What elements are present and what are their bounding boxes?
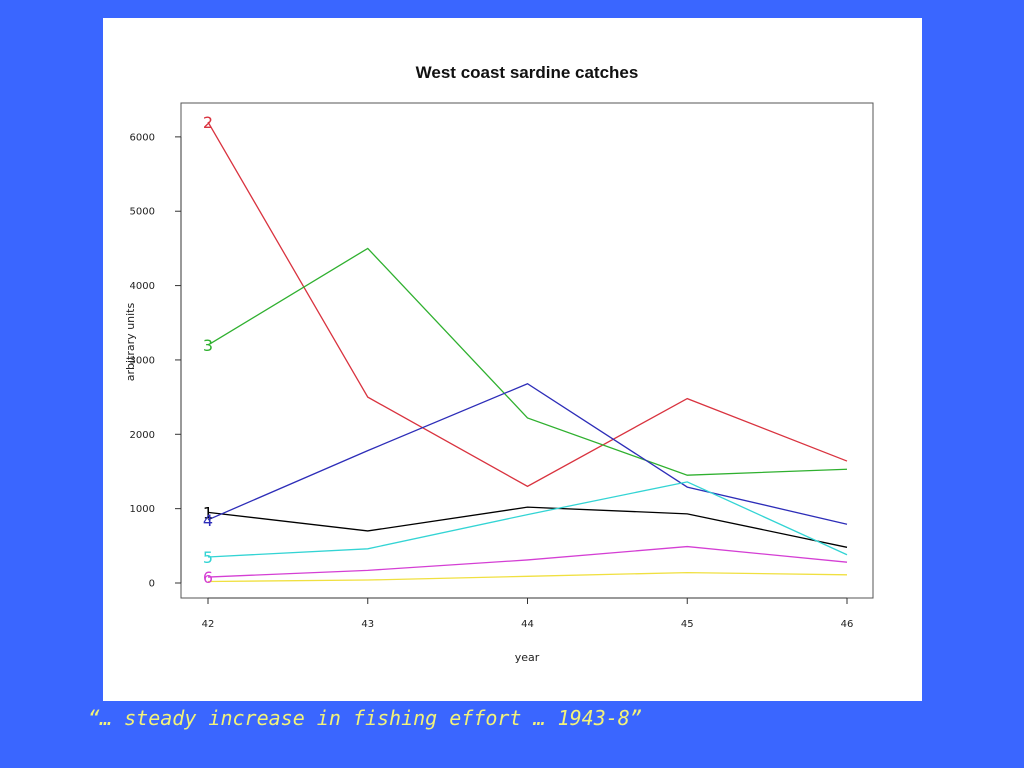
series-label-3: 3	[203, 336, 213, 355]
series-lines	[207, 121, 848, 583]
plot-frame	[180, 102, 874, 599]
x-tick-label: 43	[361, 619, 374, 630]
series-label-5: 5	[203, 548, 213, 567]
series-label-6: 6	[203, 568, 213, 587]
series-line-1	[207, 506, 848, 548]
series-line-unlabeled	[207, 571, 848, 583]
x-axis-title: year	[515, 651, 540, 664]
x-tick-label: 45	[681, 619, 694, 630]
x-tick-label: 44	[521, 619, 534, 630]
series-label-4: 4	[203, 511, 213, 530]
x-axis: 42 43 44 45 46	[202, 597, 854, 630]
series-line-2	[207, 121, 848, 488]
series-labels: 1 2 3 4 56	[203, 113, 213, 587]
y-axis: 0 1000 2000 3000 4000 5000 6000	[130, 132, 182, 590]
y-tick-label: 2000	[130, 430, 155, 441]
y-tick-label: 5000	[130, 207, 155, 218]
slide-caption: “… steady increase in fishing effort … 1…	[88, 706, 642, 730]
y-tick-label: 0	[149, 579, 155, 590]
y-axis-title: arbitrary units	[124, 303, 137, 382]
x-tick-label: 42	[202, 619, 215, 630]
series-label-2: 2	[203, 113, 213, 132]
series-label-1: 1	[203, 503, 213, 522]
y-tick-label: 3000	[130, 355, 155, 366]
series-line-4	[207, 382, 848, 525]
series-line-3	[207, 247, 848, 476]
y-tick-label: 4000	[130, 281, 155, 292]
chart-panel: West coast sardine catches 0 1000 2000 3000…	[103, 18, 922, 701]
chart-title: West coast sardine catches	[416, 63, 639, 82]
series-line-6	[207, 545, 848, 578]
y-tick-label: 6000	[130, 132, 155, 143]
x-tick-label: 46	[841, 619, 854, 630]
y-tick-label: 1000	[130, 504, 155, 515]
series-line-5	[207, 481, 848, 558]
sardine-line-chart: West coast sardine catches 0 1000 2000 3000…	[124, 63, 874, 664]
